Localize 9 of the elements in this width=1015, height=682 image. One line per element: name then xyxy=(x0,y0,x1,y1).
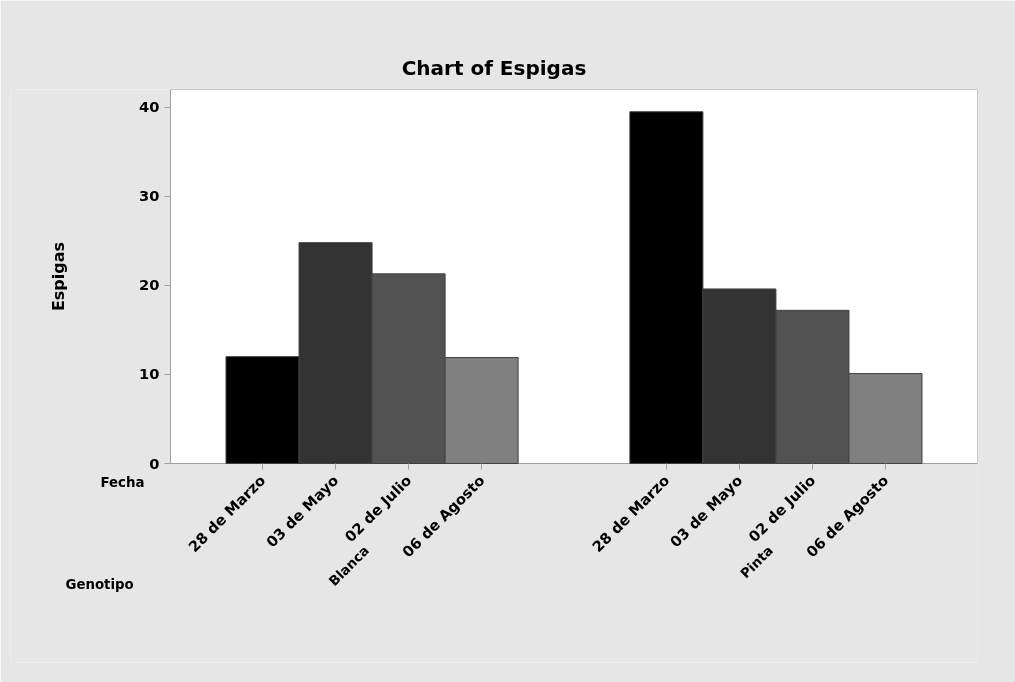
y-axis-title: Espigas xyxy=(49,241,68,312)
chart-title: Chart of Espigas xyxy=(401,55,587,80)
text: Fecha xyxy=(100,474,145,490)
y-tick-label: 10 xyxy=(139,365,160,383)
y-tick-label: 20 xyxy=(139,276,160,294)
text: Genotipo xyxy=(65,576,134,592)
y-tick-label: 30 xyxy=(139,187,160,205)
y-tick-label: 40 xyxy=(139,98,160,116)
y-tick-label: 0 xyxy=(149,454,160,472)
